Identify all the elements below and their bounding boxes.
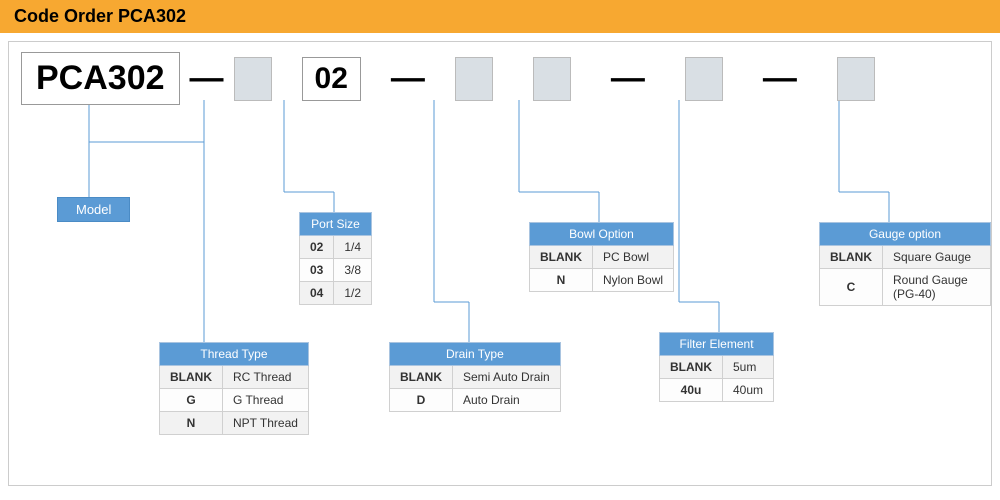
port-box: 02 [302,57,361,101]
table-row: BLANKPC Bowl [530,246,674,269]
model-box: PCA302 [21,52,180,105]
bowl-title: Bowl Option [530,223,674,246]
separator: — [611,59,645,98]
page-header: Code Order PCA302 [0,0,1000,33]
table-row: BLANKRC Thread [160,366,309,389]
table-row: 041/2 [300,282,372,305]
thread-type-table: Thread Type BLANKRC Thread GG Thread NNP… [159,342,309,435]
separator: — [391,59,425,98]
bowl-blank-box [533,57,571,101]
table-row: 40u40um [660,379,774,402]
model-label: Model [57,197,130,222]
filter-title: Filter Element [660,333,774,356]
table-row: 033/8 [300,259,372,282]
table-row: DAuto Drain [390,389,561,412]
filter-element-table: Filter Element BLANK5um 40u40um [659,332,774,402]
port-title: Port Size [300,213,372,236]
table-row: NNylon Bowl [530,269,674,292]
separator: — [763,59,797,98]
header-title: Code Order PCA302 [14,6,186,26]
table-row: 021/4 [300,236,372,259]
port-size-table: Port Size 021/4 033/8 041/2 [299,212,372,305]
table-row: NNPT Thread [160,412,309,435]
gauge-option-table: Gauge option BLANKSquare Gauge CRound Ga… [819,222,991,306]
table-row: BLANK5um [660,356,774,379]
drain-blank-box [455,57,493,101]
table-row: GG Thread [160,389,309,412]
code-order-row: PCA302 — 02 — — — [21,52,979,105]
gauge-blank-box [837,57,875,101]
drain-type-table: Drain Type BLANKSemi Auto Drain DAuto Dr… [389,342,561,412]
table-row: CRound Gauge (PG-40) [820,269,991,306]
drain-title: Drain Type [390,343,561,366]
diagram-container: PCA302 — 02 — — — Model Thread Type BLAN… [8,41,992,486]
filter-blank-box [685,57,723,101]
thread-blank-box [234,57,272,101]
gauge-title: Gauge option [820,223,991,246]
table-row: BLANKSemi Auto Drain [390,366,561,389]
bowl-option-table: Bowl Option BLANKPC Bowl NNylon Bowl [529,222,674,292]
table-row: BLANKSquare Gauge [820,246,991,269]
separator: — [190,59,224,98]
thread-title: Thread Type [160,343,309,366]
